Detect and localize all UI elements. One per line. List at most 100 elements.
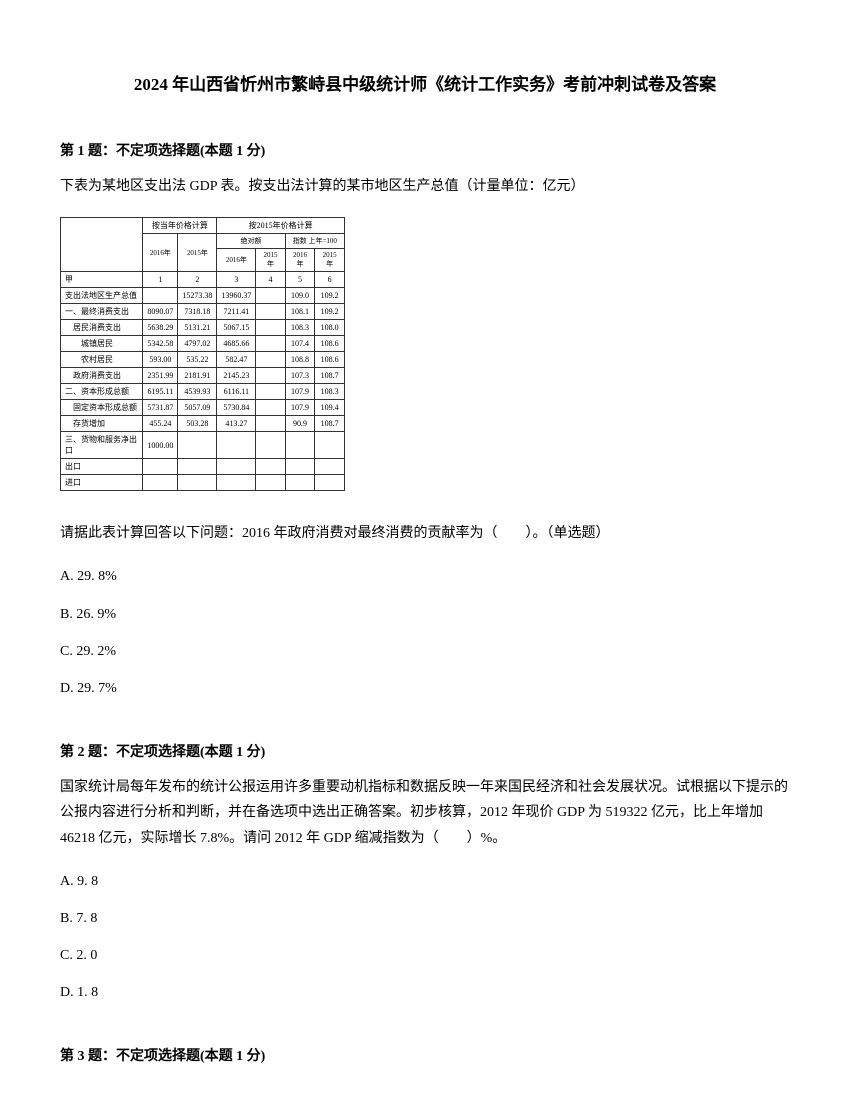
table-header-2: 按2015年价格计算 xyxy=(217,218,345,234)
table-cell: 8090.07 xyxy=(143,304,178,320)
table-cell: 15273.38 xyxy=(178,288,217,304)
table-row-label: 三、货物和服务净出口 xyxy=(61,432,143,459)
table-row-label: 农村居民 xyxy=(61,352,143,368)
year-2016-i: 2016年 xyxy=(285,249,315,272)
table-cell: 5731.87 xyxy=(143,400,178,416)
year-2015: 2015年 xyxy=(178,234,217,272)
table-row-label: 政府消费支出 xyxy=(61,368,143,384)
num-5: 5 xyxy=(285,272,315,288)
table-cell: 5067.15 xyxy=(217,320,256,336)
table-cell: 413.27 xyxy=(217,416,256,432)
table-cell xyxy=(217,432,256,459)
table-cell xyxy=(256,320,285,336)
table-row-label: 存货增加 xyxy=(61,416,143,432)
table-cell: 5638.29 xyxy=(143,320,178,336)
table-cell: 5131.21 xyxy=(178,320,217,336)
table-cell xyxy=(285,475,315,491)
year-2015-s: 2015年 xyxy=(256,249,285,272)
table-cell: 108.3 xyxy=(285,320,315,336)
table-row-label: 进口 xyxy=(61,475,143,491)
table-row-label: 出口 xyxy=(61,459,143,475)
question-1: 第 1 题：不定项选择题(本题 1 分) 下表为某地区支出法 GDP 表。按支出… xyxy=(60,140,790,701)
table-cell xyxy=(217,459,256,475)
table-cell xyxy=(256,432,285,459)
table-cell: 4797.02 xyxy=(178,336,217,352)
table-cell xyxy=(315,475,345,491)
table-cell: 7318.18 xyxy=(178,304,217,320)
table-cell xyxy=(178,475,217,491)
table-row-label: 固定资本形成总额 xyxy=(61,400,143,416)
table-cell: 108.0 xyxy=(315,320,345,336)
table-cell xyxy=(256,475,285,491)
table-cell: 5342.58 xyxy=(143,336,178,352)
table-cell: 107.3 xyxy=(285,368,315,384)
table-cell xyxy=(143,459,178,475)
table-header-1: 按当年价格计算 xyxy=(143,218,217,234)
table-cell xyxy=(285,432,315,459)
table-cell: 108.7 xyxy=(315,368,345,384)
table-cell xyxy=(285,459,315,475)
table-row-label: 一、最终消费支出 xyxy=(61,304,143,320)
table-cell xyxy=(315,459,345,475)
table-cell xyxy=(256,416,285,432)
table-cell xyxy=(143,288,178,304)
q1-option-c: C. 29. 2% xyxy=(60,639,790,664)
table-cell xyxy=(178,459,217,475)
table-cell xyxy=(256,400,285,416)
q1-option-b: B. 26. 9% xyxy=(60,602,790,627)
document-title: 2024 年山西省忻州市繁峙县中级统计师《统计工作实务》考前冲刺试卷及答案 xyxy=(60,70,790,95)
table-cell: 5057.09 xyxy=(178,400,217,416)
table-row-label: 居民消费支出 xyxy=(61,320,143,336)
table-cell: 109.0 xyxy=(285,288,315,304)
year-2016-s: 2016年 xyxy=(217,249,256,272)
table-cell xyxy=(256,368,285,384)
question-3: 第 3 题：不定项选择题(本题 1 分) xyxy=(60,1045,790,1065)
table-cell: 503.28 xyxy=(178,416,217,432)
table-row-label: 二、资本形成总额 xyxy=(61,384,143,400)
num-6: 6 xyxy=(315,272,345,288)
sub-header-2: 指数 上年=100 xyxy=(285,234,344,249)
table-cell: 108.1 xyxy=(285,304,315,320)
q1-table: 按当年价格计算 按2015年价格计算 2016年 2015年 绝对额 指数 上年… xyxy=(60,217,790,491)
num-2: 2 xyxy=(178,272,217,288)
table-cell: 535.22 xyxy=(178,352,217,368)
table-cell: 107.4 xyxy=(285,336,315,352)
table-cell: 108.6 xyxy=(315,352,345,368)
table-row-label: 城镇居民 xyxy=(61,336,143,352)
table-cell: 2145.23 xyxy=(217,368,256,384)
q2-option-a: A. 9. 8 xyxy=(60,869,790,894)
table-cell xyxy=(315,432,345,459)
table-cell: 109.4 xyxy=(315,400,345,416)
q2-option-b: B. 7. 8 xyxy=(60,906,790,931)
year-2015-i: 2015年 xyxy=(315,249,345,272)
q2-option-d: D. 1. 8 xyxy=(60,980,790,1005)
year-2016: 2016年 xyxy=(143,234,178,272)
question-2: 第 2 题：不定项选择题(本题 1 分) 国家统计局每年发布的统计公报运用许多重… xyxy=(60,741,790,1005)
table-corner xyxy=(61,218,143,272)
table-cell xyxy=(256,459,285,475)
table-cell: 2351.99 xyxy=(143,368,178,384)
q3-header: 第 3 题：不定项选择题(本题 1 分) xyxy=(60,1045,790,1065)
table-cell: 4539.93 xyxy=(178,384,217,400)
table-cell: 2181.91 xyxy=(178,368,217,384)
table-cell: 90.9 xyxy=(285,416,315,432)
table-row-label: 支出法地区生产总值 xyxy=(61,288,143,304)
table-cell xyxy=(256,384,285,400)
table-cell: 109.2 xyxy=(315,288,345,304)
table-cell: 6195.11 xyxy=(143,384,178,400)
table-cell: 109.2 xyxy=(315,304,345,320)
table-cell: 107.9 xyxy=(285,384,315,400)
q1-intro: 下表为某地区支出法 GDP 表。按支出法计算的某市地区生产总值（计量单位：亿元） xyxy=(60,174,790,199)
table-cell: 107.9 xyxy=(285,400,315,416)
table-cell xyxy=(256,304,285,320)
table-cell: 5730.84 xyxy=(217,400,256,416)
table-cell: 455.24 xyxy=(143,416,178,432)
table-cell xyxy=(256,336,285,352)
q1-question: 请据此表计算回答以下问题：2016 年政府消费对最终消费的贡献率为（ ）。（单选… xyxy=(60,521,790,546)
table-cell: 593.00 xyxy=(143,352,178,368)
q2-header: 第 2 题：不定项选择题(本题 1 分) xyxy=(60,741,790,761)
q1-header: 第 1 题：不定项选择题(本题 1 分) xyxy=(60,140,790,160)
table-cell xyxy=(256,352,285,368)
table-cell xyxy=(143,475,178,491)
table-cell xyxy=(217,475,256,491)
